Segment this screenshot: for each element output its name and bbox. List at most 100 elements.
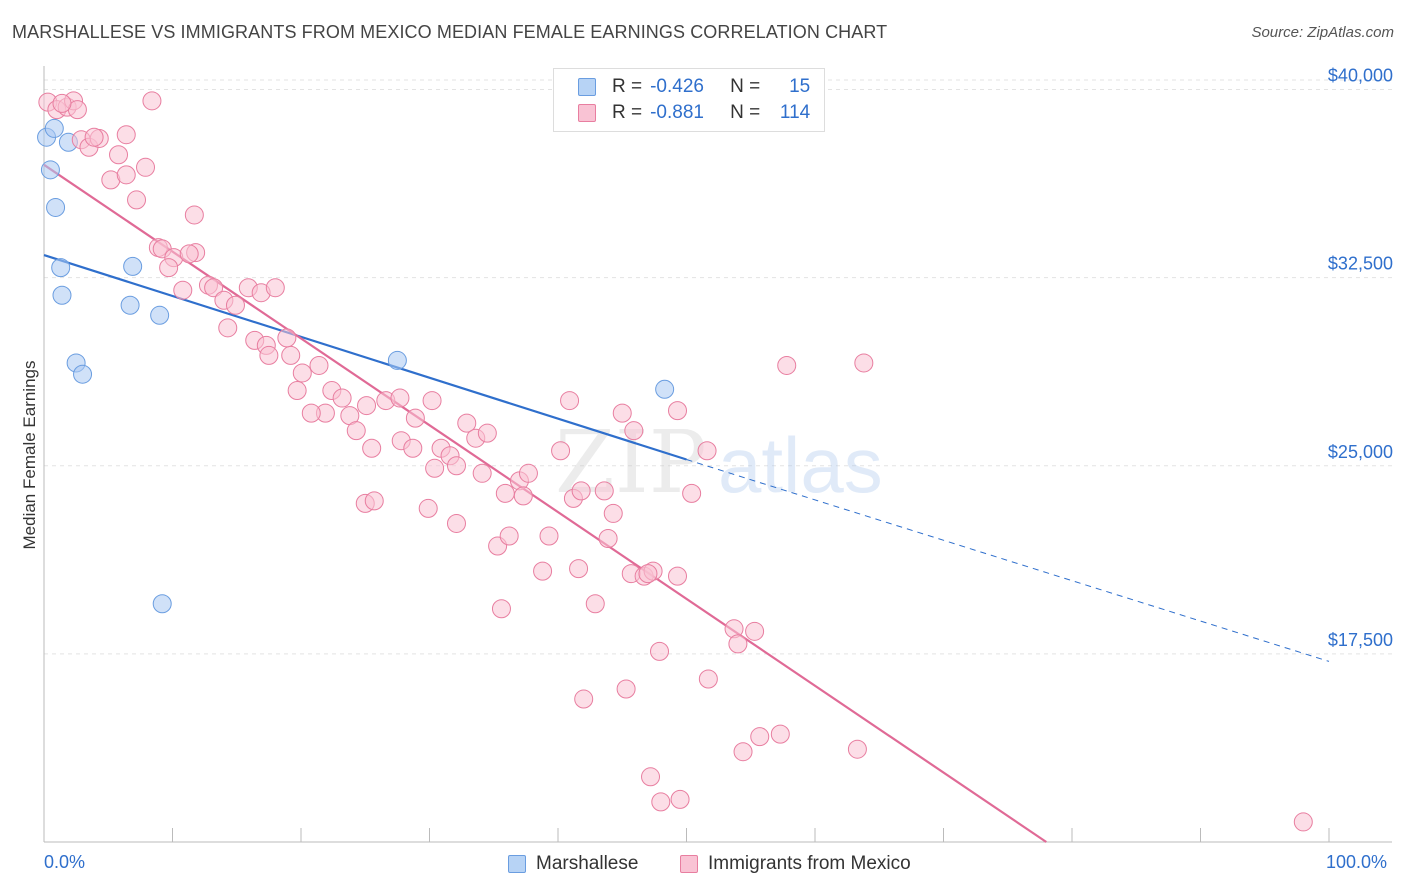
y-axis-label: Median Female Earnings xyxy=(20,360,39,550)
legend-n-label: N = xyxy=(730,76,761,97)
y-tick-label: $40,000 xyxy=(1328,66,1393,86)
legend-swatch-marshallese xyxy=(578,78,596,96)
mexico-point xyxy=(84,127,104,147)
legend-r-label: R = xyxy=(612,76,643,97)
mexico-point xyxy=(332,388,352,408)
mexico-point xyxy=(533,561,553,581)
mexico-point xyxy=(513,486,533,506)
mexico-point xyxy=(281,345,301,365)
mexico-point xyxy=(539,526,559,546)
mexico-point xyxy=(184,205,204,225)
mexico-point xyxy=(733,742,753,762)
source-label: Source: ZipAtlas.com xyxy=(1251,24,1394,41)
mexico-point xyxy=(641,767,661,787)
mexico-point xyxy=(770,724,790,744)
mexico-point xyxy=(292,363,312,383)
mexico-point xyxy=(422,391,442,411)
mexico-point xyxy=(225,295,245,315)
mexico-point xyxy=(259,345,279,365)
mexico-point xyxy=(405,408,425,428)
mexico-point xyxy=(594,481,614,501)
mexico-point xyxy=(116,165,136,185)
bottom-legend-label: Immigrants from Mexico xyxy=(708,853,911,874)
mexico-point xyxy=(457,413,477,433)
marshallese-trend-extension xyxy=(686,459,1330,662)
mexico-point xyxy=(472,463,492,483)
mexico-point xyxy=(499,526,519,546)
mexico-point xyxy=(425,458,445,478)
mexico-point xyxy=(357,396,377,416)
watermark-atlas: atlas xyxy=(718,421,883,509)
mexico-point xyxy=(173,280,193,300)
mexico-point xyxy=(446,513,466,533)
mexico-point xyxy=(682,483,702,503)
y-tick-label: $32,500 xyxy=(1328,254,1393,274)
mexico-point xyxy=(651,792,671,812)
marshallese-trend-line xyxy=(43,254,687,461)
marshallese-point xyxy=(150,305,170,325)
mexico-point xyxy=(560,391,580,411)
mexico-point xyxy=(52,93,72,113)
mexico-point xyxy=(179,244,199,264)
mexico-point xyxy=(750,727,770,747)
mexico-point xyxy=(403,438,423,458)
marshallese-point xyxy=(52,285,72,305)
mexico-point xyxy=(728,634,748,654)
mexico-point xyxy=(854,353,874,373)
mexico-point xyxy=(777,355,797,375)
mexico-point xyxy=(698,669,718,689)
mexico-point xyxy=(265,278,285,298)
mexico-point xyxy=(668,401,688,421)
mexico-point xyxy=(650,641,670,661)
x-tick-left: 0.0% xyxy=(44,852,86,872)
data-points xyxy=(37,91,1313,832)
mexico-point xyxy=(574,689,594,709)
mexico-point xyxy=(616,679,636,699)
marshallese-point xyxy=(51,258,71,278)
mexico-point xyxy=(495,483,515,503)
mexico-point xyxy=(598,529,618,549)
legend-n-value: 15 xyxy=(789,76,811,97)
mexico-point xyxy=(638,564,658,584)
marshallese-point xyxy=(44,118,64,138)
mexico-point xyxy=(697,441,717,461)
axes xyxy=(43,66,1392,843)
mexico-point xyxy=(551,441,571,461)
mexico-point xyxy=(277,328,297,348)
mexico-point xyxy=(109,145,129,165)
mexico-point xyxy=(136,157,156,177)
legend-r-value: -0.426 xyxy=(650,76,704,97)
legend-n-label: N = xyxy=(730,102,761,123)
x-tick-right: 100.0% xyxy=(1326,852,1388,872)
marshallese-point xyxy=(73,364,93,384)
marshallese-point xyxy=(387,350,407,370)
bottom-legend-swatch-mexico xyxy=(680,855,698,873)
mexico-point xyxy=(477,423,497,443)
legend-row-mexico: R = -0.881 N = 114 xyxy=(578,101,810,125)
mexico-point xyxy=(218,318,238,338)
mexico-point xyxy=(847,739,867,759)
mexico-point xyxy=(159,258,179,278)
mexico-point xyxy=(518,463,538,483)
watermark: ZIP atlas xyxy=(555,413,883,513)
marshallese-point xyxy=(123,256,143,276)
mexico-point xyxy=(612,403,632,423)
bottom-legend-marshallese: Marshallese xyxy=(508,853,638,875)
mexico-trend-line xyxy=(43,163,1047,843)
y-tick-label: $25,000 xyxy=(1328,442,1393,462)
mexico-point xyxy=(668,566,688,586)
marshallese-point xyxy=(152,594,172,614)
mexico-point xyxy=(390,388,410,408)
mexico-point xyxy=(569,559,589,579)
mexico-point xyxy=(346,421,366,441)
mexico-point xyxy=(301,403,321,423)
marshallese-point xyxy=(120,295,140,315)
legend-n-value: 114 xyxy=(779,102,811,123)
mexico-point xyxy=(142,91,162,111)
legend-swatch-mexico xyxy=(578,104,596,122)
mexico-point xyxy=(287,381,307,401)
mexico-point xyxy=(364,491,384,511)
mexico-point xyxy=(127,190,147,210)
marshallese-point xyxy=(655,379,675,399)
